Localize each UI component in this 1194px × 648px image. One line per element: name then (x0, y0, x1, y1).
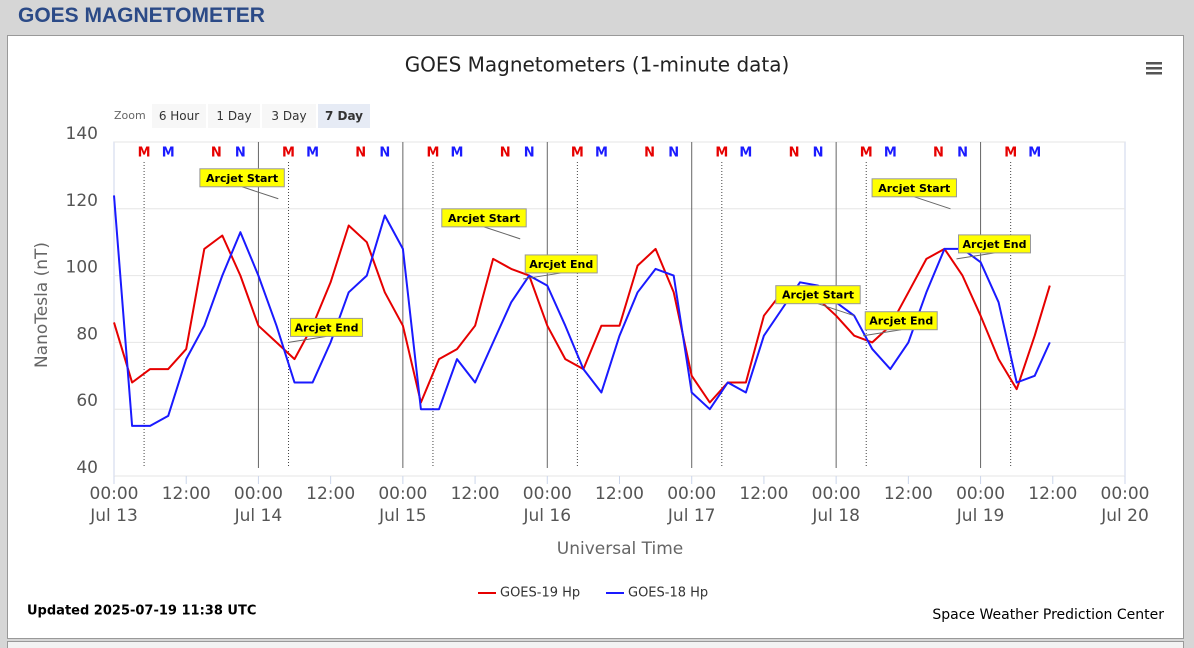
arcjet-box (290, 317, 364, 337)
x-tick-label: 12:00 (450, 484, 500, 504)
x-tick-label: 12:00 (883, 484, 933, 504)
top-marker: M (860, 146, 873, 161)
x-tick-label: 00:00 Jul 20 (1100, 484, 1150, 526)
x-tick-label: 12:00 (1028, 484, 1078, 504)
top-marker: N (813, 146, 824, 161)
x-tick-label: 00:00 Jul 18 (811, 484, 861, 526)
arcjet-box (199, 168, 285, 188)
arcjet-label: Arcjet Start (782, 289, 854, 302)
top-marker: N (235, 146, 246, 161)
top-marker: M (451, 146, 464, 161)
top-marker: N (933, 146, 944, 161)
y-tick-label: 140 (66, 124, 98, 144)
arcjet-label: Arcjet Start (206, 172, 278, 185)
top-marker: N (524, 146, 535, 161)
updated-note: Updated 2025-07-19 11:38 UTC (27, 604, 256, 619)
lower-panel (7, 641, 1184, 648)
x-tick-label: 00:00 Jul 14 (233, 484, 283, 526)
y-tick-label: 40 (76, 458, 98, 478)
x-tick-label: 12:00 (739, 484, 789, 504)
x-tick-label: 12:00 (306, 484, 356, 504)
top-marker: N (379, 146, 390, 161)
y-tick-label: 100 (66, 258, 98, 278)
series-line (113, 195, 1051, 427)
y-tick-label: 60 (76, 391, 98, 411)
arcjet-box (441, 208, 527, 228)
chart-title: GOES Magnetometers (1-minute data) (405, 53, 790, 77)
menu-icon[interactable] (1146, 62, 1162, 75)
chart-panel (7, 35, 1184, 639)
arcjet-leader (956, 252, 995, 260)
arcjet-leader (817, 303, 855, 317)
top-marker: M (595, 146, 608, 161)
top-marker: N (957, 146, 968, 161)
zoom-button[interactable]: 7 Day (318, 104, 370, 128)
top-marker: M (884, 146, 897, 161)
plot-border (113, 141, 1126, 477)
x-tick-label: 12:00 (595, 484, 644, 504)
x-tick-label: 00:00 Jul 17 (667, 484, 717, 526)
x-tick-label: 00:00 Jul 19 (956, 484, 1006, 526)
top-marker: M (1004, 146, 1017, 161)
zoom-button[interactable]: 6 Hour (152, 104, 206, 128)
arcjet-leader (523, 272, 562, 280)
x-tick-label: 12:00 (161, 484, 211, 504)
arcjet-leader (483, 226, 521, 240)
top-marker: M (282, 146, 295, 161)
arcjet-box (864, 311, 938, 331)
arcjet-label: Arcjet Start (448, 212, 520, 225)
credit: Space Weather Prediction Center (932, 607, 1164, 623)
zoom-label: Zoom (114, 109, 146, 122)
y-tick-label: 120 (66, 191, 98, 211)
top-marker: N (500, 146, 511, 161)
y-axis-title: NanoTesla (nT) (32, 242, 52, 368)
top-marker: M (571, 146, 584, 161)
zoom-button[interactable]: 1 Day (208, 104, 260, 128)
arcjet-leader (241, 186, 279, 200)
arcjet-label: Arcjet End (529, 258, 593, 271)
arcjet-label: Arcjet End (869, 315, 933, 328)
x-tick-label: 00:00 Jul 13 (89, 484, 139, 526)
top-marker: N (211, 146, 222, 161)
arcjet-leader (914, 196, 951, 210)
top-marker: M (306, 146, 319, 161)
top-marker: M (1028, 146, 1041, 161)
top-marker: M (138, 146, 151, 161)
arcjet-box (524, 254, 598, 274)
top-marker: N (644, 146, 655, 161)
top-marker: M (162, 146, 175, 161)
legend-label: GOES-18 Hp (628, 586, 708, 601)
arcjet-label: Arcjet End (295, 321, 359, 334)
zoom-button[interactable]: 3 Day (262, 104, 316, 128)
top-marker: M (715, 146, 728, 161)
x-tick-label: 00:00 Jul 16 (522, 484, 572, 526)
x-tick-label: 00:00 Jul 15 (378, 484, 428, 526)
page-header: GOES MAGNETOMETER (18, 4, 265, 27)
arcjet-leader (288, 335, 327, 343)
arcjet-box (775, 285, 861, 305)
arcjet-box (871, 178, 957, 198)
top-marker: N (789, 146, 800, 161)
x-axis-title: Universal Time (557, 539, 683, 559)
arcjet-label: Arcjet End (963, 238, 1027, 251)
y-tick-label: 80 (76, 324, 98, 344)
arcjet-label: Arcjet Start (878, 182, 950, 195)
legend-label: GOES-19 Hp (500, 586, 580, 601)
top-marker: N (355, 146, 366, 161)
arcjet-box (958, 234, 1031, 254)
top-marker: N (668, 146, 679, 161)
top-marker: M (739, 146, 752, 161)
top-marker: M (426, 146, 439, 161)
arcjet-leader (863, 329, 902, 337)
